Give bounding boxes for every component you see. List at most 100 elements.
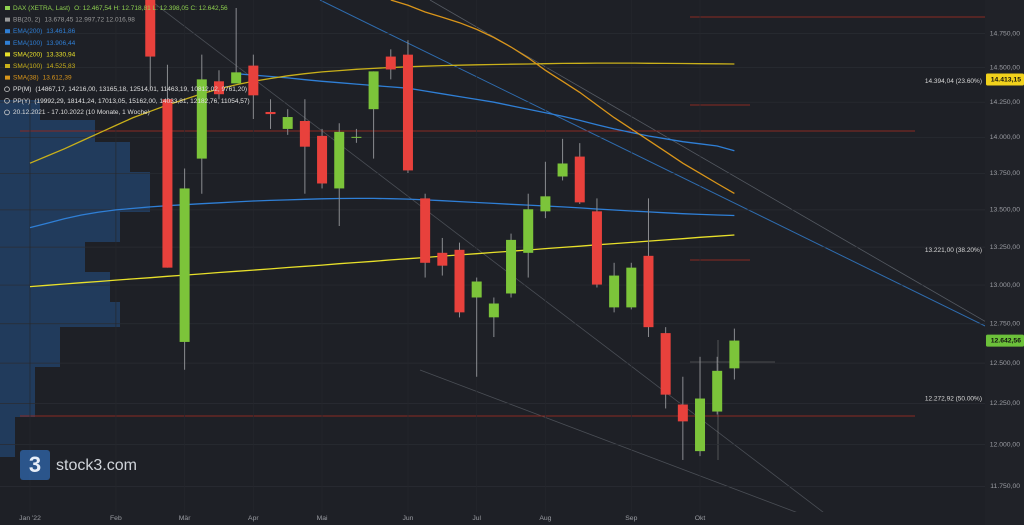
legend-name: SMA(38) bbox=[13, 74, 39, 81]
trend-line bbox=[149, 0, 824, 512]
x-tick-label: Apr bbox=[248, 515, 259, 522]
candle-body bbox=[523, 209, 534, 253]
legend-entry: SMA(200) 13.330,94 bbox=[13, 51, 76, 58]
candle-body bbox=[437, 252, 448, 266]
legend-entry: EMA(200) 13.461,86 bbox=[13, 28, 76, 35]
candle-body bbox=[643, 255, 654, 328]
legend-name: EMA(200) bbox=[13, 28, 42, 35]
candle-body bbox=[196, 79, 207, 159]
legend-entry: BB(20, 2) 13.678,45 12.997,72 12.016,98 bbox=[13, 16, 135, 23]
legend-value: 13.330,94 bbox=[46, 51, 75, 58]
candle-body bbox=[265, 111, 276, 115]
candle-body bbox=[471, 281, 482, 298]
watermark: stock3.com bbox=[56, 457, 137, 474]
y-tick-label: 14.750,00 bbox=[990, 30, 1020, 37]
candle-body bbox=[402, 54, 413, 171]
legend-icon bbox=[4, 86, 10, 92]
candle-body bbox=[385, 56, 396, 70]
legend-name: PP(M) bbox=[13, 86, 31, 93]
candle-body bbox=[557, 163, 568, 177]
legend-entry: SMA(38) 13.612,39 bbox=[13, 74, 72, 81]
y-tick-label: 12.750,00 bbox=[990, 321, 1020, 328]
fib-label: 12.272,92 (50.00%) bbox=[925, 395, 982, 402]
price-tag bbox=[986, 334, 1024, 347]
legend-entry: EMA(100) 13.906,44 bbox=[13, 40, 76, 47]
legend-entry: PP(Y) (19992,29, 18141,24, 17013,05, 1516… bbox=[13, 98, 250, 105]
trend-line bbox=[419, 369, 797, 512]
x-tick-label: Sep bbox=[625, 515, 637, 522]
legend-name: BB(20, 2) bbox=[13, 16, 40, 23]
candle-body bbox=[299, 120, 310, 147]
candle-body bbox=[626, 267, 637, 308]
x-tick-label: Jul bbox=[472, 515, 481, 522]
legend-name: SMA(100) bbox=[13, 63, 42, 70]
candle-body bbox=[695, 398, 706, 452]
x-tick-label: Okt bbox=[695, 515, 706, 522]
candle-body bbox=[488, 303, 499, 318]
legend-entry: PP(M) (14867,17, 14216,00, 13165,18, 1251… bbox=[13, 86, 247, 93]
candle-body bbox=[677, 404, 688, 422]
candle-body bbox=[282, 117, 293, 129]
plot bbox=[29, 0, 740, 460]
trend-line bbox=[319, 0, 985, 327]
candle-body bbox=[712, 370, 723, 412]
y-tick-label: 12.500,00 bbox=[990, 360, 1020, 367]
legend-name: DAX (XETRA, Last) bbox=[13, 5, 70, 12]
fib-label: 13.221,00 (38.20%) bbox=[925, 247, 982, 254]
y-tick-label: 14.500,00 bbox=[990, 64, 1020, 71]
candle-body bbox=[145, 0, 156, 57]
fib-label: 14.394,04 (23.60%) bbox=[925, 78, 982, 85]
ma-line bbox=[236, 73, 735, 152]
ma-line bbox=[390, 0, 735, 194]
legend-value: 13.612,39 bbox=[43, 74, 72, 81]
candle-body bbox=[213, 81, 224, 95]
candle-body bbox=[317, 135, 328, 184]
logo-box bbox=[20, 450, 50, 480]
x-tick-label: Jan '22 bbox=[19, 515, 41, 522]
y-tick-label: 11.750,00 bbox=[990, 483, 1020, 490]
y-tick-label: 13.750,00 bbox=[990, 170, 1020, 177]
legend-swatch bbox=[5, 17, 10, 22]
volume-profile bbox=[0, 100, 150, 457]
legend-value: (14867,17, 14216,00, 13165,18, 12514,01,… bbox=[35, 86, 247, 93]
legend-swatch bbox=[5, 52, 10, 57]
legend-swatch bbox=[5, 40, 10, 45]
axis-panel bbox=[985, 0, 1024, 525]
ma-line bbox=[29, 197, 735, 229]
candle-body bbox=[334, 131, 345, 189]
candle-body bbox=[351, 136, 362, 138]
candle-body bbox=[574, 156, 585, 203]
legend-value: 13.906,44 bbox=[46, 40, 75, 47]
x-tick-label: Mär bbox=[179, 515, 191, 522]
legend-swatch bbox=[5, 29, 10, 34]
legend-icon bbox=[4, 109, 10, 116]
candle-body bbox=[368, 71, 379, 110]
legend-icon bbox=[4, 98, 10, 104]
candle-body bbox=[162, 99, 173, 268]
ma-line bbox=[29, 234, 735, 288]
period-label: 20.12.2021 - 17.10.2022 (10 Monate, 1 Wo… bbox=[13, 109, 150, 116]
y-tick-label: 13.500,00 bbox=[990, 207, 1020, 214]
x-tick-label: Mai bbox=[317, 515, 328, 522]
legend-value: 13.678,45 12.997,72 12.016,98 bbox=[44, 16, 135, 23]
y-tick-label: 13.000,00 bbox=[990, 282, 1020, 289]
legend-value: 14.525,83 bbox=[46, 63, 75, 70]
candle-body bbox=[609, 275, 620, 308]
logo: 3 bbox=[29, 452, 41, 477]
ma-line bbox=[29, 62, 735, 164]
candle-body bbox=[660, 333, 671, 395]
candle-body bbox=[231, 72, 242, 84]
y-tick-label: 14.000,00 bbox=[990, 134, 1020, 141]
legend-entry: SMA(100) 14.525,83 bbox=[13, 63, 76, 70]
candle-body bbox=[506, 239, 517, 294]
x-tick-label: Jun bbox=[402, 515, 413, 522]
legend-name: EMA(100) bbox=[13, 40, 42, 47]
legend-swatch bbox=[5, 6, 10, 10]
y-tick-label: 12.250,00 bbox=[990, 400, 1020, 407]
candle-body bbox=[729, 340, 740, 369]
candle-body bbox=[454, 249, 465, 313]
price-tag bbox=[986, 73, 1024, 86]
